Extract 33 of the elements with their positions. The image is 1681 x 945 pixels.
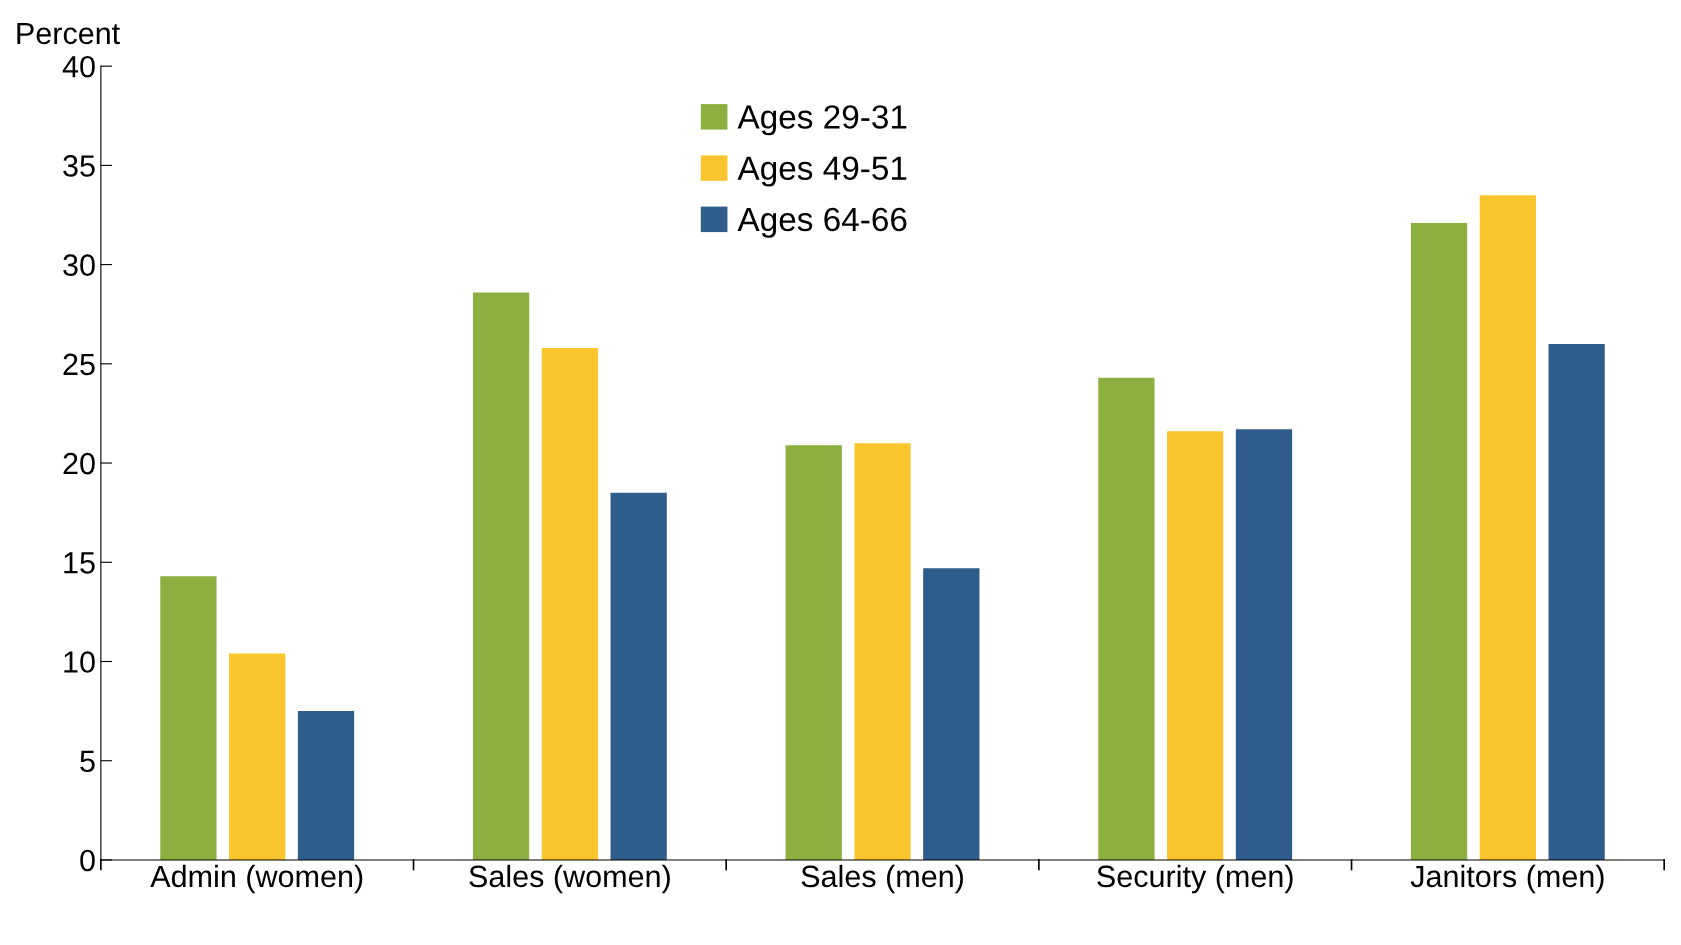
bar bbox=[1410, 222, 1468, 860]
y-tick-label: 10 bbox=[64, 651, 95, 673]
bar bbox=[1098, 377, 1155, 860]
y-tick-label: 15 bbox=[64, 552, 95, 574]
y-tick-label: 0 bbox=[80, 849, 95, 872]
legend-label: Ages 64-66 bbox=[737, 207, 907, 238]
x-tick-label: Janitors (men) bbox=[1410, 864, 1604, 894]
x-tick-label: Sales (men) bbox=[801, 864, 963, 894]
bar bbox=[160, 576, 217, 860]
bar bbox=[297, 711, 355, 860]
bar bbox=[785, 445, 842, 860]
y-tick-label: 5 bbox=[80, 750, 95, 773]
x-tick-label: Admin (women) bbox=[150, 864, 363, 894]
y-tick-label: 30 bbox=[63, 254, 95, 276]
y-tick-label: 40 bbox=[62, 55, 95, 78]
bar bbox=[229, 653, 286, 860]
bar bbox=[472, 292, 530, 860]
x-tick-label: Sales (women) bbox=[469, 864, 670, 894]
legend-label: Ages 29-31 bbox=[737, 105, 907, 136]
y-axis-title: Percent bbox=[17, 22, 120, 45]
bar bbox=[1167, 431, 1224, 860]
bar bbox=[1235, 429, 1293, 860]
bar bbox=[610, 492, 667, 860]
y-tick-label: 25 bbox=[63, 353, 95, 376]
legend-label: Ages 49-51 bbox=[737, 156, 907, 187]
bar bbox=[1479, 195, 1536, 860]
bar bbox=[1548, 343, 1605, 860]
y-tick-label: 20 bbox=[63, 452, 95, 475]
bar bbox=[541, 347, 598, 860]
bar bbox=[854, 443, 911, 860]
bar bbox=[923, 568, 980, 860]
y-tick-label: 35 bbox=[63, 155, 95, 177]
x-tick-label: Security (men) bbox=[1097, 864, 1293, 894]
